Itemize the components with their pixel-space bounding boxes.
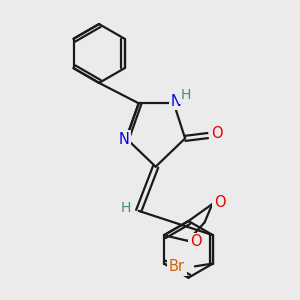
Text: O: O — [190, 235, 202, 250]
Text: H: H — [121, 201, 131, 215]
Text: H: H — [181, 88, 191, 102]
Text: N: N — [118, 132, 129, 147]
Text: O: O — [211, 126, 223, 141]
Text: O: O — [214, 195, 226, 210]
Text: N: N — [171, 94, 182, 109]
Text: Br: Br — [169, 259, 185, 274]
